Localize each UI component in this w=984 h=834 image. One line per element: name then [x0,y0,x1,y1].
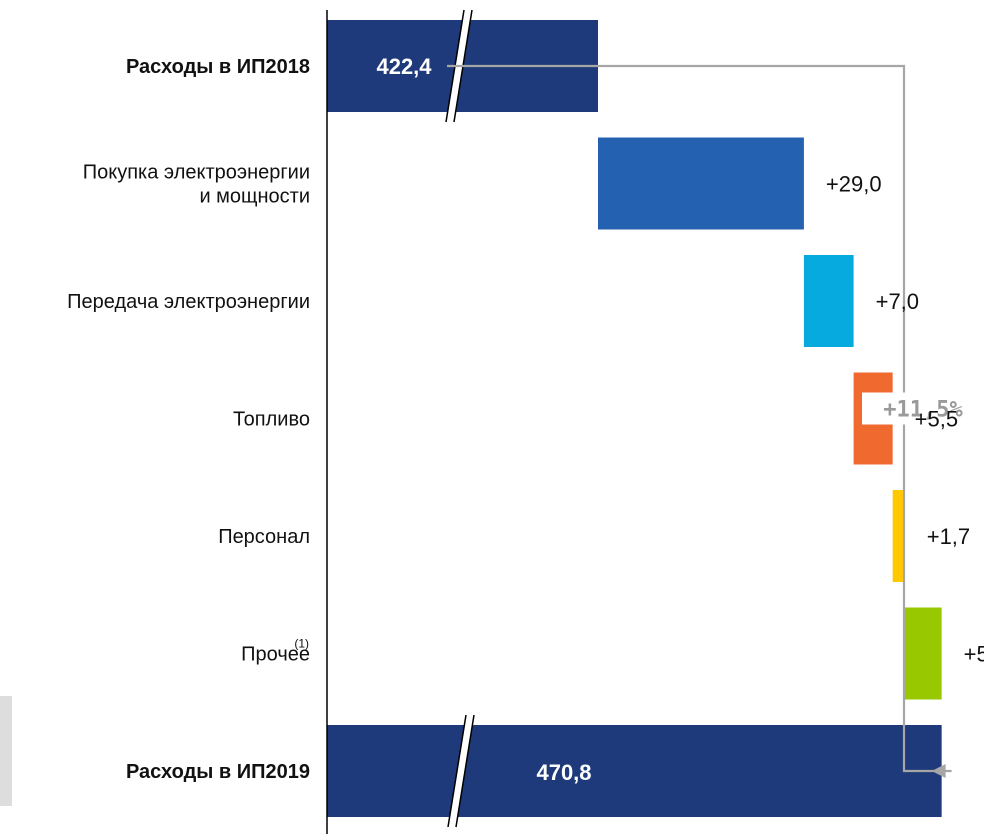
axis-break-line-6a [447,714,467,828]
bar-6 [327,725,942,817]
category-label-3: Топливо [233,409,310,431]
axis-break-gap-6 [448,715,474,827]
value-label-3: +5,5 [915,407,958,432]
category-label-6: Расходы в ИП2019 [126,761,310,783]
change-bracket-arrowhead [931,764,946,778]
change-label-bg [862,392,984,425]
value-label-6: 470,8 [536,760,591,785]
category-label-1-line-0: Покупка электроэнергии [83,162,310,184]
category-label-4: Персонал [218,526,310,548]
value-label-1: +29,0 [826,172,882,197]
value-label-0: 422,4 [376,54,432,79]
value-label-4: +1,7 [927,524,970,549]
value-label-5: +5,2 [964,642,984,667]
bar-2 [803,255,854,347]
category-label-0: Расходы в ИП2018 [126,56,310,78]
bar-5 [904,607,942,700]
footnote-marker-5: (1) [294,637,309,651]
legend-stub [0,696,12,806]
change-label: +11,5% [883,398,963,423]
value-label-2: +7,0 [876,289,919,314]
axis-break-line-6b [455,714,475,828]
category-label-1-line-1: и мощности [199,186,310,208]
category-label-2: Передача электроэнергии [67,291,310,313]
category-label-5: Прочее [241,644,310,666]
bar-4 [892,490,905,582]
bar-1 [598,137,804,230]
